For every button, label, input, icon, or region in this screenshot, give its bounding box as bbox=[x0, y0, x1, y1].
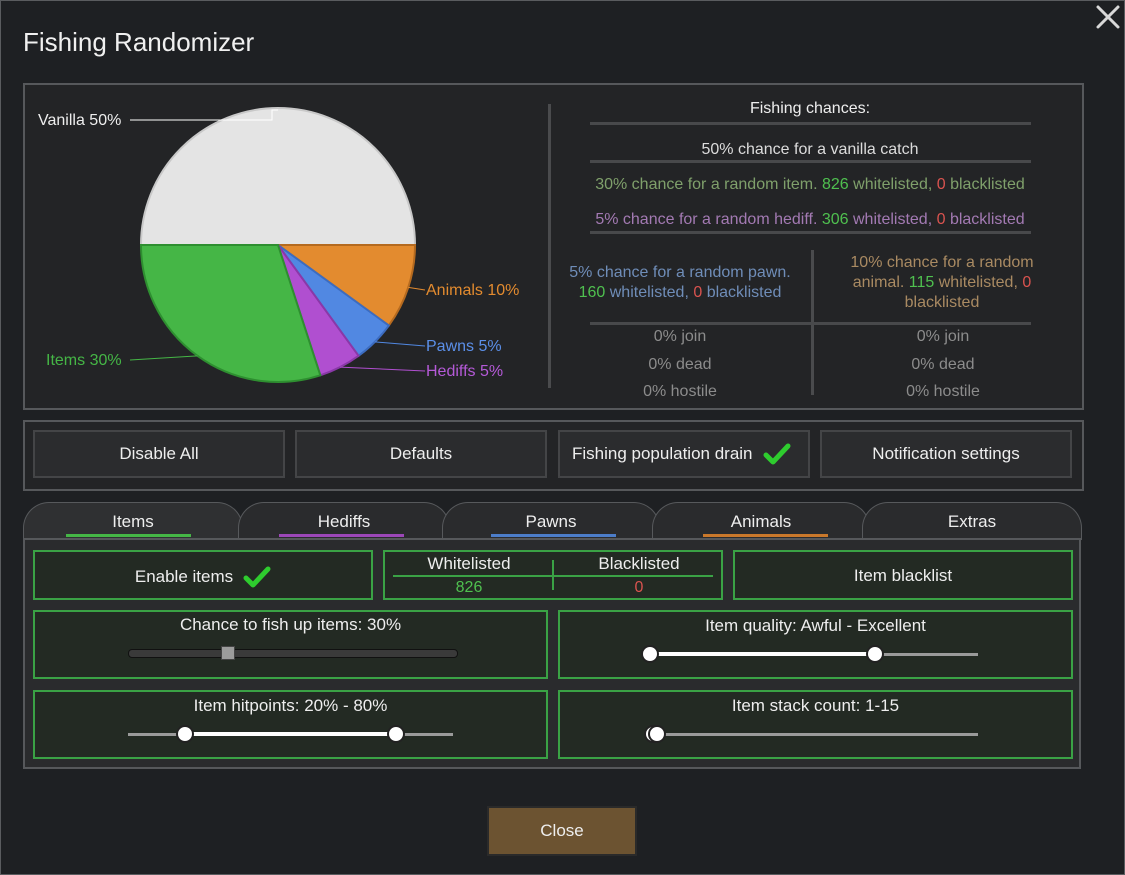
hitpoints-slider-box: Item hitpoints: 20% - 80% bbox=[33, 690, 548, 759]
notification-settings-button[interactable]: Notification settings bbox=[820, 430, 1072, 478]
hitpoints-slider-label: Item hitpoints: 20% - 80% bbox=[193, 696, 388, 715]
animal-dead-stat: 0% dead bbox=[911, 356, 975, 373]
population-drain-label: Fishing population drain bbox=[572, 444, 753, 463]
vanilla-chance-text: 50% chance for a vanilla catch bbox=[701, 141, 919, 158]
divider bbox=[590, 122, 1031, 125]
tab-pawns-underline bbox=[491, 534, 616, 537]
leader-line-pawns bbox=[374, 341, 426, 347]
stack-slider-track[interactable] bbox=[650, 733, 978, 736]
tab-animals-underline bbox=[703, 534, 828, 537]
quality-max-handle[interactable] bbox=[866, 645, 884, 663]
tab-extras[interactable]: Extras bbox=[862, 502, 1082, 540]
legend-label-vanilla: Vanilla 50% bbox=[38, 112, 122, 129]
leader-line-animals bbox=[408, 286, 426, 291]
pie-slice-vanilla bbox=[139, 107, 417, 246]
divider bbox=[552, 560, 554, 590]
hitpoints-max-handle[interactable] bbox=[387, 725, 406, 743]
quality-slider-box: Item quality: Awful - Excellent bbox=[558, 610, 1073, 679]
close-icon[interactable] bbox=[1093, 2, 1123, 32]
stack-slider-box: Item stack count: 1-15 bbox=[558, 690, 1073, 759]
chance-slider-track[interactable] bbox=[128, 649, 458, 658]
tab-animals[interactable]: Animals bbox=[652, 502, 870, 540]
item-chance-text: 30% chance for a random item. 826 whitel… bbox=[595, 176, 1025, 193]
panel-divider bbox=[548, 104, 551, 388]
leader-line-items bbox=[129, 355, 198, 361]
close-button[interactable]: Close bbox=[487, 806, 637, 856]
quality-slider-label: Item quality: Awful - Excellent bbox=[705, 616, 926, 635]
leader-line-vanilla bbox=[130, 109, 278, 121]
pawn-chance-text: 5% chance for a random pawn. 160 whiteli… bbox=[569, 264, 791, 301]
chances-header: Fishing chances: bbox=[749, 100, 871, 117]
tab-pawns-label: Pawns bbox=[525, 512, 577, 531]
population-drain-toggle[interactable]: Fishing population drain bbox=[558, 430, 810, 478]
blacklisted-label: Blacklisted bbox=[598, 554, 680, 573]
tab-hediffs-underline bbox=[279, 534, 404, 537]
window-title: Fishing Randomizer bbox=[23, 27, 255, 57]
quality-slider-fill bbox=[650, 652, 875, 656]
tab-hediffs-label: Hediffs bbox=[317, 512, 371, 531]
pawn-hostile-stat: 0% hostile bbox=[643, 383, 717, 400]
list-counts-box: Whitelisted Blacklisted 826 0 bbox=[383, 550, 723, 600]
disable-all-button[interactable]: Disable All bbox=[33, 430, 285, 478]
whitelisted-count: 826 bbox=[455, 579, 483, 596]
divider bbox=[590, 231, 1031, 234]
animal-join-stat: 0% join bbox=[916, 328, 970, 345]
pie-chart bbox=[129, 107, 426, 383]
tab-extras-label: Extras bbox=[947, 512, 997, 531]
pawn-dead-stat: 0% dead bbox=[648, 356, 712, 373]
tab-animals-label: Animals bbox=[730, 512, 792, 531]
divider bbox=[590, 160, 1031, 163]
blacklisted-count: 0 bbox=[634, 579, 644, 596]
defaults-button[interactable]: Defaults bbox=[295, 430, 547, 478]
item-blacklist-button[interactable]: Item blacklist bbox=[733, 550, 1073, 600]
tab-items-label: Items bbox=[112, 512, 154, 531]
tab-items[interactable]: Items bbox=[23, 502, 243, 540]
chance-slider-box: Chance to fish up items: 30% bbox=[33, 610, 548, 679]
animal-chance-text: 10% chance for a random animal. 115 whit… bbox=[850, 254, 1034, 311]
legend-label-pawns: Pawns 5% bbox=[426, 338, 502, 355]
tab-items-underline bbox=[66, 534, 191, 537]
stack-slider-label: Item stack count: 1-15 bbox=[731, 696, 900, 715]
enable-items-toggle[interactable]: Enable items bbox=[33, 550, 373, 600]
hitpoints-min-handle[interactable] bbox=[175, 725, 194, 743]
tab-pawns[interactable]: Pawns bbox=[442, 502, 660, 540]
whitelisted-label: Whitelisted bbox=[427, 554, 511, 573]
chance-slider-handle[interactable] bbox=[221, 646, 236, 660]
legend-label-animals: Animals 10% bbox=[426, 282, 520, 299]
pawn-join-stat: 0% join bbox=[653, 328, 707, 345]
leader-line-hediffs bbox=[340, 366, 426, 372]
pie-slice-items bbox=[139, 244, 322, 383]
tab-hediffs[interactable]: Hediffs bbox=[238, 502, 450, 540]
item-blacklist-label: Item blacklist bbox=[853, 566, 953, 585]
hitpoints-slider-fill bbox=[184, 732, 397, 736]
divider bbox=[590, 322, 1031, 325]
animal-hostile-stat: 0% hostile bbox=[906, 383, 980, 400]
enable-items-label: Enable items bbox=[134, 567, 234, 586]
check-icon bbox=[243, 566, 271, 588]
check-icon bbox=[763, 443, 791, 465]
stack-max-handle[interactable] bbox=[648, 725, 666, 743]
pie-slice-animals bbox=[274, 244, 417, 327]
quality-min-handle[interactable] bbox=[641, 645, 659, 663]
chance-slider-label: Chance to fish up items: 30% bbox=[179, 615, 402, 634]
legend-label-hediffs: Hediffs 5% bbox=[426, 363, 504, 380]
hediff-chance-text: 5% chance for a random hediff. 306 white… bbox=[595, 211, 1025, 228]
legend-label-items: Items 30% bbox=[46, 352, 122, 369]
